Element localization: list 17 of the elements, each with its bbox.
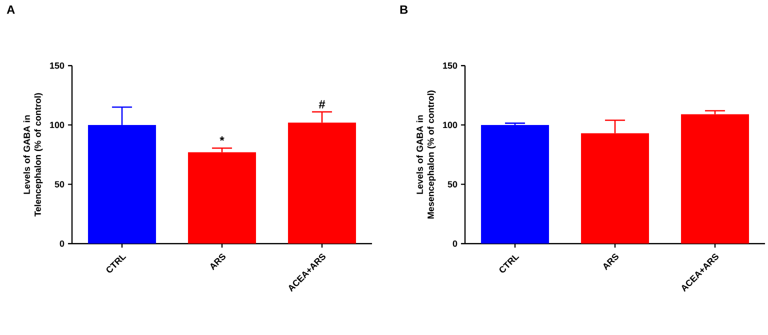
y-tick-label: 150 <box>443 62 458 69</box>
y-tick-label: 50 <box>54 181 64 188</box>
chart-title: B <box>400 6 408 14</box>
y-tick-label: 50 <box>448 181 458 188</box>
y-tick-label: 100 <box>50 122 64 128</box>
bar <box>481 124 550 244</box>
annotation: * <box>220 136 224 141</box>
annotation: # <box>318 100 326 108</box>
chart-title: A <box>6 6 15 14</box>
bar <box>188 152 256 244</box>
y-axis-title: Levels of GABA in Mesencephalon (% of control) <box>416 90 436 219</box>
y-tick-label: 150 <box>50 62 64 69</box>
y-tick-label: 0 <box>452 240 458 247</box>
y-axis-title: Levels of GABA in Telencephalon (% of control) <box>23 93 43 216</box>
bar <box>681 114 750 244</box>
y-tick-label: 0 <box>60 240 64 247</box>
y-tick-label: 100 <box>443 122 458 128</box>
